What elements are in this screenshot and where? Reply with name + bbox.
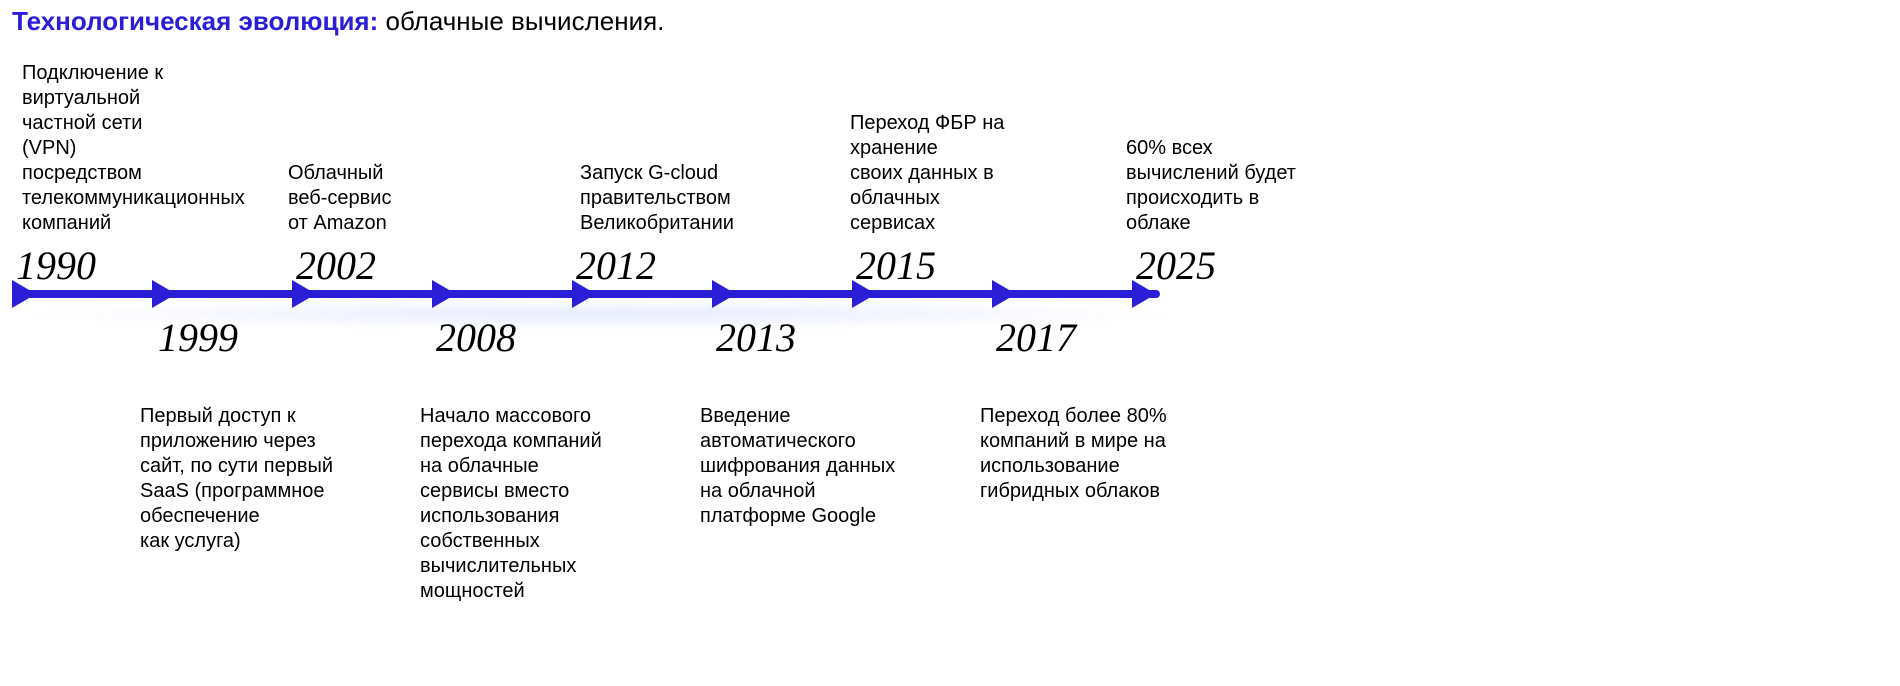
timeline-desc: Запуск G-cloud правительством Великобрит…: [580, 161, 800, 236]
timeline-desc: 60% всех вычислений будет происходить в …: [1126, 136, 1356, 236]
timeline-desc: Начало массового перехода компаний на об…: [420, 404, 660, 604]
timeline-year: 1990: [16, 246, 96, 286]
timeline-desc: Переход ФБР на хранение своих данных в о…: [850, 111, 1070, 236]
timeline-year: 2012: [576, 246, 656, 286]
timeline-desc: Облачный веб-сервис от Amazon: [288, 161, 488, 236]
timeline-year: 2017: [996, 318, 1076, 358]
timeline-marker: [992, 280, 1016, 308]
timeline-year: 2013: [716, 318, 796, 358]
timeline-marker: [432, 280, 456, 308]
timeline-year: 2015: [856, 246, 936, 286]
timeline-desc: Первый доступ к приложению через сайт, п…: [140, 404, 390, 554]
timeline-desc: Подключение к виртуальной частной сети (…: [22, 61, 236, 236]
timeline-desc: Введение автоматического шифрования данн…: [700, 404, 960, 529]
timeline-year: 2002: [296, 246, 376, 286]
timeline-marker: [712, 280, 736, 308]
timeline-marker: [152, 280, 176, 308]
timeline: 1990 Подключение к виртуальной частной се…: [0, 0, 1900, 686]
timeline-year: 2008: [436, 318, 516, 358]
timeline-desc: Переход более 80% компаний в мире на исп…: [980, 404, 1230, 504]
timeline-year: 2025: [1136, 246, 1216, 286]
timeline-year: 1999: [158, 318, 238, 358]
